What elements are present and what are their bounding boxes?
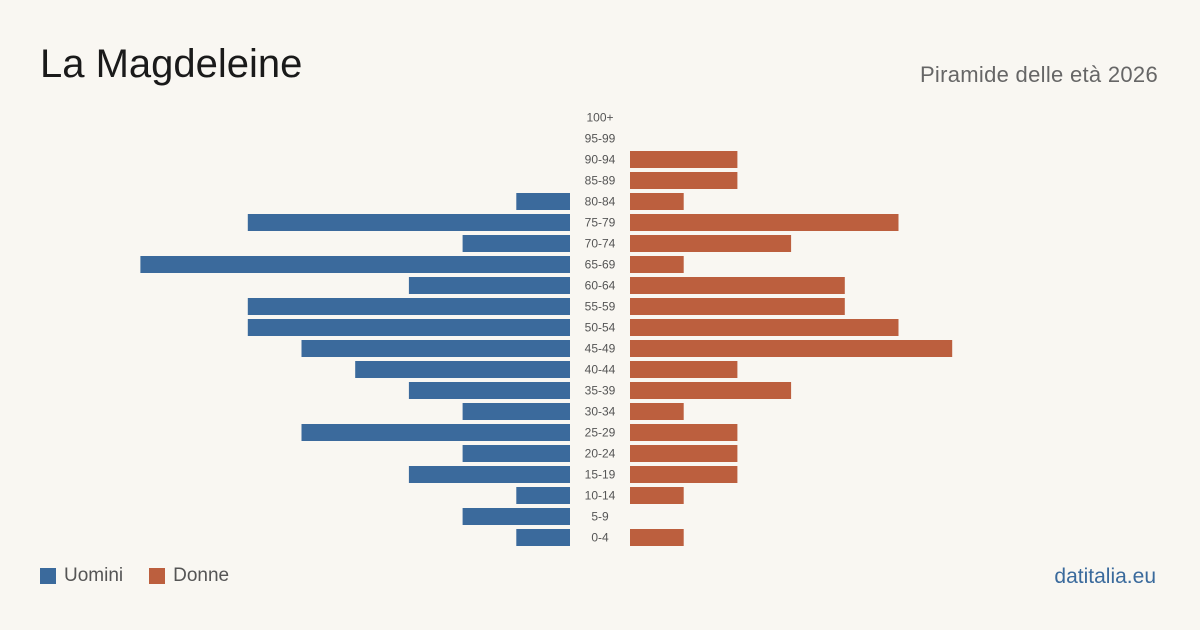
bar-women [630,277,845,294]
legend-swatch-men [40,568,56,584]
bar-women [630,256,684,273]
bar-women [630,487,684,504]
bar-women [630,361,738,378]
bar-women [630,382,792,399]
age-label: 80-84 [585,195,616,209]
bar-men [408,277,570,294]
bar-women [630,529,684,546]
bar-men [462,508,570,525]
age-label: 40-44 [585,363,616,377]
age-label: 50-54 [585,321,616,335]
bar-men [516,193,570,210]
bar-men [408,382,570,399]
age-label: 5-9 [591,510,609,524]
age-label: 65-69 [585,258,616,272]
legend-label-women: Donne [173,565,230,586]
age-label: 60-64 [585,279,616,293]
bar-women [630,319,899,336]
bar-women [630,214,899,231]
age-label: 55-59 [585,300,616,314]
legend-item-women: Donne [149,565,229,587]
bar-women [630,235,792,252]
age-label: 10-14 [585,489,616,503]
bar-men [462,403,570,420]
bar-women [630,298,845,315]
age-label: 0-4 [591,531,609,545]
bar-men [247,319,571,336]
bar-women [630,151,738,168]
bar-men [462,445,570,462]
bar-women [630,403,684,420]
bar-men [516,487,570,504]
bar-women [630,445,738,462]
chart-legend: Uomini Donne [40,565,255,587]
bar-women [630,424,738,441]
bar-men [247,298,571,315]
age-label: 30-34 [585,405,616,419]
age-label: 70-74 [585,237,616,251]
bar-men [301,424,570,441]
age-label: 75-79 [585,216,616,230]
bar-women [630,193,684,210]
age-label: 90-94 [585,153,616,167]
age-label: 45-49 [585,342,616,356]
page-title: La Magdeleine [40,42,303,86]
legend-label-men: Uomini [64,565,124,586]
bar-men [140,256,570,273]
brand-link[interactable]: datitalia.eu [1054,565,1156,588]
bar-men [247,214,571,231]
age-label: 95-99 [585,132,616,146]
bar-women [630,340,953,357]
bar-men [301,340,570,357]
age-label: 20-24 [585,447,616,461]
age-label: 15-19 [585,468,616,482]
legend-item-men: Uomini [40,565,123,587]
chart-subtitle: Piramide delle età 2026 [919,62,1158,87]
bar-men [516,529,570,546]
bar-women [630,172,738,189]
bar-men [408,466,570,483]
age-label: 35-39 [585,384,616,398]
legend-swatch-women [149,568,166,584]
bar-men [462,235,570,252]
bar-women [630,466,738,483]
age-label: 25-29 [585,426,616,440]
age-label: 85-89 [585,174,616,188]
bar-men [355,361,570,378]
age-label: 100+ [586,111,613,125]
